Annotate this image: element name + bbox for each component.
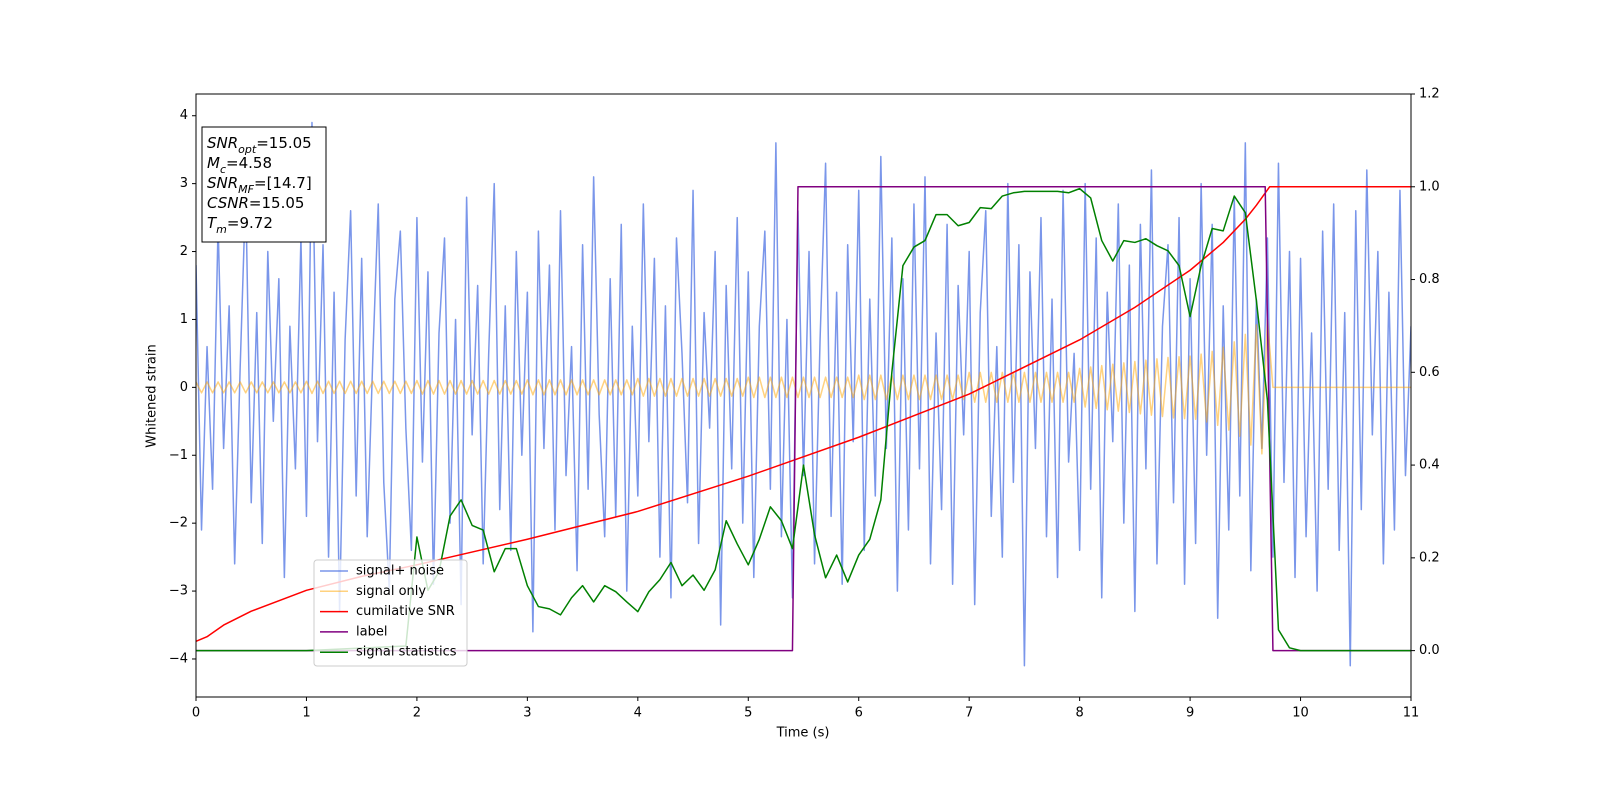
y2-tick-label: 0.0 — [1419, 643, 1440, 658]
y-tick-label: −1 — [169, 448, 188, 463]
annotation-value: =15.05 — [256, 134, 312, 152]
x-tick-label: 5 — [744, 706, 752, 721]
y-tick-label: 4 — [180, 108, 188, 123]
legend-label: cumilative SNR — [356, 604, 455, 619]
y-tick-label: 1 — [180, 312, 188, 327]
y-tick-label: −3 — [169, 584, 188, 599]
y-axis-label: Whitened strain — [145, 344, 160, 447]
annotation-value: =9.72 — [227, 214, 273, 232]
annotation-box — [201, 126, 327, 243]
x-tick-label: 2 — [413, 706, 421, 721]
y2-tick-label: 0.4 — [1419, 458, 1440, 473]
annotation-symbol: SNR — [207, 174, 238, 192]
x-tick-label: 11 — [1403, 706, 1420, 721]
x-tick-label: 4 — [634, 706, 642, 721]
series-line — [196, 186, 1411, 643]
annotation-line: Mc=4.58 — [207, 154, 272, 176]
annotation-value: =[14.7] — [254, 174, 312, 192]
annotation-subscript: c — [220, 163, 226, 176]
annotation-value: =15.05 — [249, 194, 305, 212]
legend-label: signal only — [356, 584, 426, 599]
x-tick-label: 1 — [302, 706, 310, 721]
annotation-symbol: M — [207, 154, 220, 172]
annotation-line: SNRMF=[14.7] — [207, 174, 312, 196]
legend-label: signal+ noise — [356, 564, 444, 579]
annotation-line: SNRopt=15.05 — [207, 134, 312, 156]
annotation-value: =4.58 — [226, 154, 272, 172]
x-tick-label: 10 — [1292, 706, 1309, 721]
y2-tick-label: 1.0 — [1419, 179, 1440, 194]
legend-label: signal statistics — [356, 645, 457, 660]
y-tick-label: −2 — [169, 516, 188, 531]
series-line — [196, 318, 1411, 455]
series-line — [196, 187, 1411, 652]
annotation-symbol: SNR — [207, 134, 238, 152]
legend-label: label — [356, 624, 387, 639]
annotation-subscript: opt — [238, 143, 257, 156]
annotation-symbol: CSNR — [207, 194, 249, 212]
x-tick-label: 8 — [1075, 706, 1083, 721]
y2-tick-label: 1.2 — [1419, 87, 1440, 102]
y2-tick-label: 0.6 — [1419, 365, 1440, 380]
x-tick-label: 0 — [192, 706, 200, 721]
x-tick-label: 6 — [855, 706, 863, 721]
y-tick-label: 3 — [180, 176, 188, 191]
x-tick-label: 9 — [1186, 706, 1194, 721]
series-line — [196, 186, 1411, 652]
y2-tick-label: 0.8 — [1419, 272, 1440, 287]
x-axis-label: Time (s) — [776, 726, 830, 741]
annotation-line: CSNR=15.05 — [207, 194, 304, 212]
y-tick-label: 0 — [180, 380, 188, 395]
series-line — [196, 121, 1411, 667]
annotation-line: Tm=9.72 — [207, 214, 273, 236]
x-tick-label: 7 — [965, 706, 973, 721]
plot-frame — [195, 93, 1412, 698]
annotation-subscript: MF — [238, 183, 254, 196]
annotation-symbol: T — [207, 214, 218, 232]
legend-box — [313, 559, 468, 667]
y-tick-label: 2 — [180, 244, 188, 259]
annotation-subscript: m — [216, 223, 227, 236]
y-tick-label: −4 — [169, 651, 188, 666]
x-tick-label: 3 — [523, 706, 531, 721]
y2-tick-label: 0.2 — [1419, 550, 1440, 565]
